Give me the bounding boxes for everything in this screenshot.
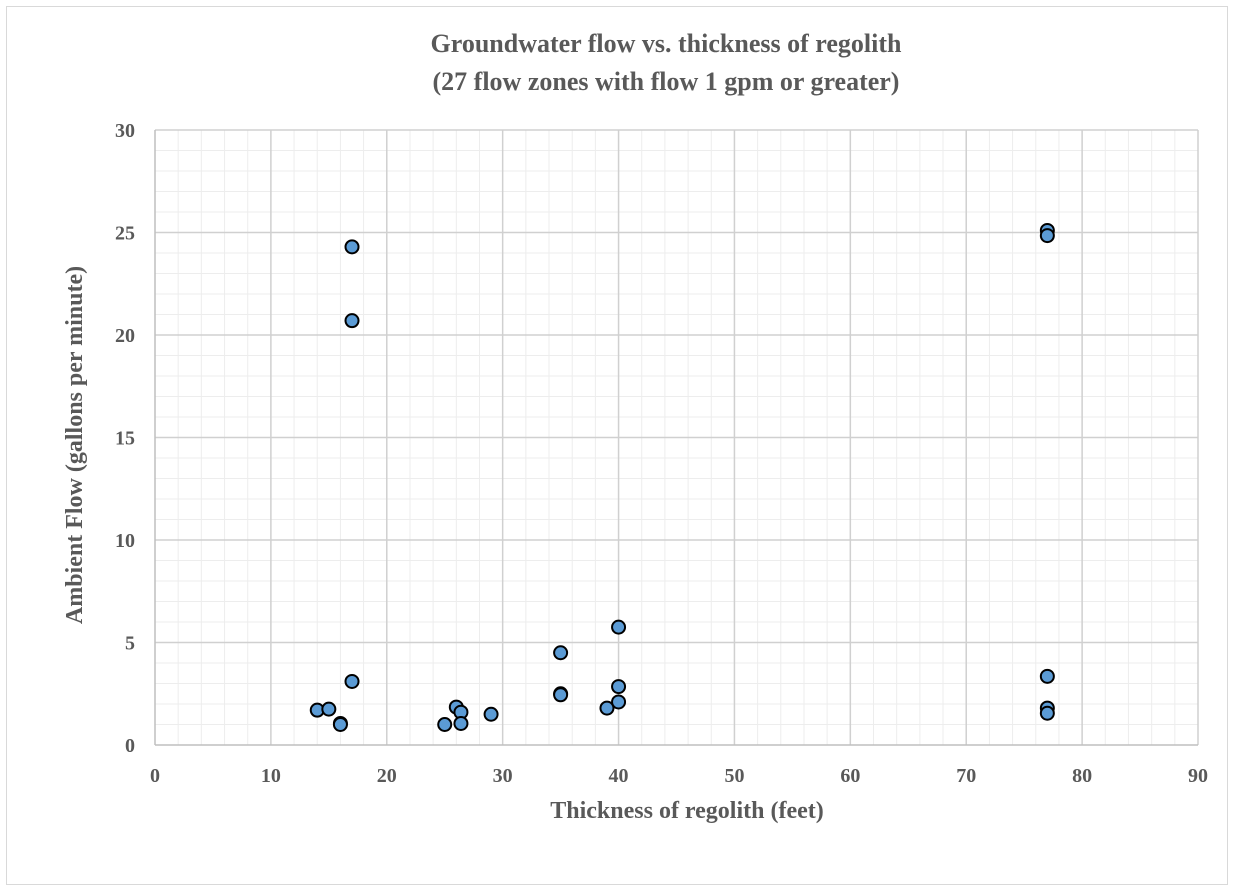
data-point	[1039, 705, 1055, 721]
data-point	[1039, 668, 1055, 684]
y-tick-labels: 0 5 10 15 20 25 30	[115, 120, 135, 757]
x-tick-label: 70	[956, 765, 976, 787]
x-tick-label: 90	[1188, 765, 1208, 787]
chart-frame	[6, 6, 1228, 885]
data-point	[344, 313, 360, 329]
chart-subtitle: (27 flow zones with flow 1 gpm or greate…	[433, 67, 900, 96]
x-tick-label: 60	[840, 765, 860, 787]
y-tick-label: 15	[115, 428, 135, 450]
chart-title: Groundwater flow vs. thickness of regoli…	[431, 29, 902, 58]
y-tick-label: 10	[115, 530, 135, 552]
y-tick-label: 5	[125, 633, 135, 655]
data-point	[599, 700, 615, 716]
data-point	[483, 706, 499, 722]
data-point	[344, 673, 360, 689]
data-point	[321, 701, 337, 717]
x-tick-label: 50	[724, 765, 744, 787]
data-point	[553, 687, 569, 703]
data-point	[453, 715, 469, 731]
x-tick-label: 20	[377, 765, 397, 787]
major-gridlines	[155, 129, 1199, 745]
x-axis-label: Thickness of regolith (feet)	[550, 798, 824, 824]
y-tick-label: 20	[115, 325, 135, 347]
x-tick-labels: 0 10 20 30 40 50 60 70 80 90	[150, 765, 1208, 787]
x-tick-label: 40	[609, 765, 629, 787]
data-point	[1039, 228, 1055, 244]
data-point	[553, 645, 569, 661]
data-point	[437, 717, 453, 732]
data-point	[611, 679, 627, 695]
data-point	[611, 619, 627, 635]
data-points	[309, 222, 1055, 732]
y-tick-label: 30	[115, 120, 135, 142]
y-axis-label: Ambient Flow (gallons per minute)	[62, 266, 88, 624]
data-point	[611, 694, 627, 710]
x-tick-label: 10	[261, 765, 281, 787]
x-tick-label: 0	[150, 765, 160, 787]
y-tick-label: 25	[115, 223, 135, 245]
data-point	[344, 239, 360, 255]
x-tick-label: 30	[493, 765, 513, 787]
y-tick-label: 0	[125, 735, 135, 757]
x-tick-label: 80	[1072, 765, 1092, 787]
data-point	[332, 717, 348, 732]
